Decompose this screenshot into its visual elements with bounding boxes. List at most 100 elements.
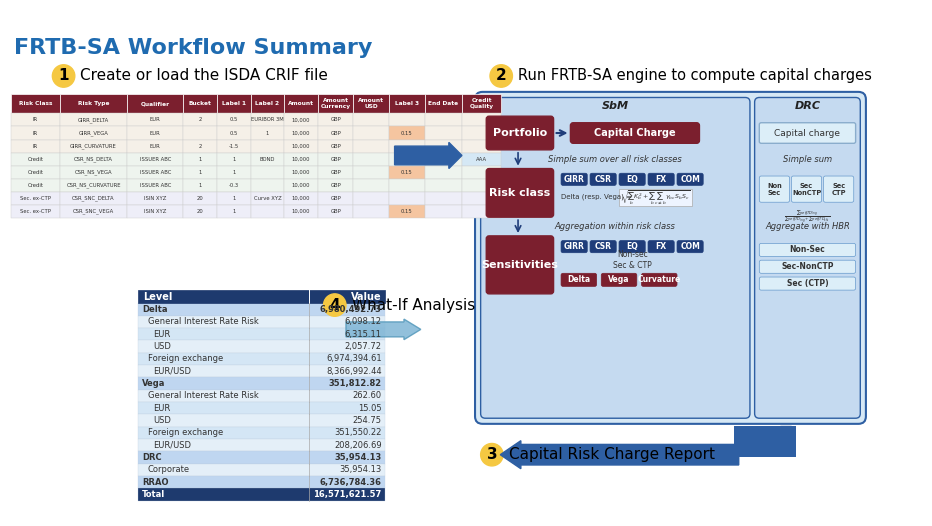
Text: GIRR: GIRR <box>564 242 584 251</box>
Bar <box>425 139 462 153</box>
Bar <box>619 189 692 206</box>
Bar <box>60 153 127 166</box>
Bar <box>425 205 462 218</box>
Text: Value: Value <box>350 291 381 302</box>
Bar <box>425 114 462 126</box>
Text: Level: Level <box>144 291 172 302</box>
Text: Sec. ex-CTP: Sec. ex-CTP <box>21 196 51 201</box>
Bar <box>138 476 385 488</box>
Bar <box>389 139 425 153</box>
Text: End Date: End Date <box>428 101 459 106</box>
Text: Curvature: Curvature <box>637 275 681 285</box>
Text: 0.15: 0.15 <box>401 170 413 175</box>
Text: ISSUER ABC: ISSUER ABC <box>140 183 171 188</box>
Bar <box>138 488 385 501</box>
Text: General Interest Rate Risk: General Interest Rate Risk <box>148 391 258 400</box>
Text: 1: 1 <box>199 170 202 175</box>
Text: 15.05: 15.05 <box>358 403 381 412</box>
Text: Risk Type: Risk Type <box>77 101 109 106</box>
FancyArrow shape <box>500 441 739 469</box>
Bar <box>11 139 60 153</box>
Bar <box>389 114 425 126</box>
Bar <box>353 205 389 218</box>
Bar <box>284 166 318 179</box>
Bar <box>138 328 385 340</box>
Text: Credit: Credit <box>28 157 44 161</box>
Text: Aggregation within risk class: Aggregation within risk class <box>555 222 676 231</box>
Bar <box>389 179 425 192</box>
Text: CSR_NS_DELTA: CSR_NS_DELTA <box>74 156 113 162</box>
Bar <box>217 192 251 205</box>
Bar <box>184 205 217 218</box>
FancyBboxPatch shape <box>619 240 645 252</box>
Bar <box>284 205 318 218</box>
Text: Bucket: Bucket <box>188 101 212 106</box>
Text: Simple sum: Simple sum <box>783 155 832 164</box>
Text: DRC: DRC <box>794 101 820 111</box>
FancyArrow shape <box>346 319 420 340</box>
Text: 1: 1 <box>59 68 69 84</box>
Text: RRAO: RRAO <box>143 478 169 487</box>
Text: Capital Risk Charge Report: Capital Risk Charge Report <box>509 447 715 462</box>
Text: Run FRTB-SA engine to compute capital charges: Run FRTB-SA engine to compute capital ch… <box>518 68 872 84</box>
Text: AAA: AAA <box>476 157 487 161</box>
Bar <box>318 139 353 153</box>
FancyBboxPatch shape <box>648 240 674 252</box>
Text: Credit
Quality: Credit Quality <box>470 98 494 109</box>
FancyBboxPatch shape <box>601 274 637 286</box>
Text: Capital charge: Capital charge <box>774 128 841 137</box>
Text: Label 3: Label 3 <box>395 101 418 106</box>
Bar <box>138 414 385 427</box>
Bar <box>353 192 389 205</box>
Bar <box>138 365 385 377</box>
Bar <box>138 340 385 352</box>
Text: Corporate: Corporate <box>148 466 190 474</box>
Text: FRTB-SA Workflow Summary: FRTB-SA Workflow Summary <box>14 38 373 58</box>
Bar <box>318 94 353 114</box>
FancyBboxPatch shape <box>487 236 554 294</box>
Text: Credit: Credit <box>28 170 44 175</box>
Text: Label 2: Label 2 <box>255 101 280 106</box>
Text: 2,057.72: 2,057.72 <box>345 342 381 351</box>
Bar <box>138 303 385 316</box>
Text: Credit: Credit <box>28 183 44 188</box>
Text: DRC: DRC <box>143 453 162 462</box>
Bar <box>353 179 389 192</box>
Text: 6,974,394.61: 6,974,394.61 <box>326 354 381 363</box>
Text: 3: 3 <box>487 447 497 462</box>
Text: COM: COM <box>680 175 700 184</box>
Text: Curve XYZ: Curve XYZ <box>254 196 281 201</box>
Bar <box>127 153 184 166</box>
Text: 10,000: 10,000 <box>292 117 310 123</box>
Text: SbM: SbM <box>602 101 629 111</box>
Text: FX: FX <box>655 175 666 184</box>
Bar <box>284 126 318 139</box>
Bar <box>284 192 318 205</box>
FancyBboxPatch shape <box>590 173 616 185</box>
Text: What-If Analysis: What-If Analysis <box>351 298 474 312</box>
Bar <box>184 139 217 153</box>
Bar <box>184 192 217 205</box>
Bar <box>184 114 217 126</box>
Bar <box>353 94 389 114</box>
Text: Aggregate with HBR: Aggregate with HBR <box>765 222 850 231</box>
Bar <box>138 390 385 402</box>
Bar <box>60 166 127 179</box>
Text: CSR: CSR <box>595 175 611 184</box>
Bar <box>284 153 318 166</box>
Bar <box>251 139 284 153</box>
Text: 351,812.82: 351,812.82 <box>328 379 381 388</box>
Text: GIRR_DELTA: GIRR_DELTA <box>78 117 109 123</box>
Circle shape <box>52 65 75 87</box>
Text: EUR: EUR <box>150 130 160 136</box>
Bar <box>462 192 501 205</box>
Text: EUR: EUR <box>150 117 160 123</box>
Text: Non-Sec: Non-Sec <box>789 246 826 255</box>
FancyBboxPatch shape <box>760 176 789 202</box>
Text: 10,000: 10,000 <box>292 196 310 201</box>
Bar <box>425 153 462 166</box>
Text: 1: 1 <box>199 157 202 161</box>
Bar <box>217 139 251 153</box>
Bar <box>138 290 385 303</box>
Text: 10,000: 10,000 <box>292 183 310 188</box>
